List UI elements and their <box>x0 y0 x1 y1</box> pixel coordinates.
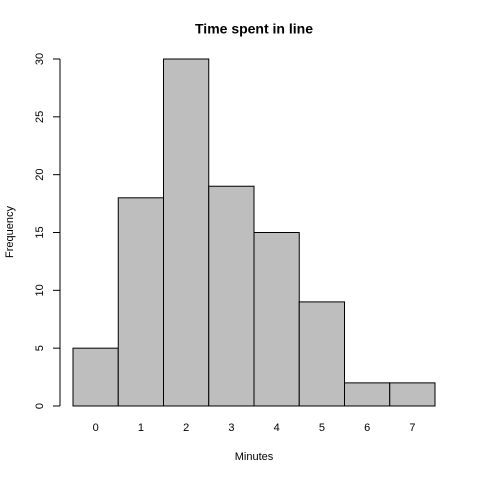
x-tick-label: 1 <box>138 422 144 434</box>
y-tick-label: 5 <box>34 345 46 351</box>
bar <box>117 197 164 407</box>
x-tick-label: 6 <box>364 422 370 434</box>
y-tick-label: 30 <box>34 53 46 65</box>
y-tick-label: 20 <box>34 169 46 181</box>
x-tick-label: 3 <box>228 422 234 434</box>
bar <box>208 185 255 407</box>
x-tick-label: 2 <box>183 422 189 434</box>
x-axis-label: Minutes <box>235 451 274 463</box>
chart-title: Time spent in line <box>195 21 313 37</box>
x-tick-label: 4 <box>274 422 280 434</box>
bar <box>389 382 436 407</box>
y-tick-label: 15 <box>34 226 46 238</box>
y-tick-label: 10 <box>34 284 46 296</box>
bar <box>163 58 210 407</box>
bar <box>72 347 119 407</box>
y-tick-label: 0 <box>34 403 46 409</box>
bar <box>298 301 345 407</box>
y-axis-label: Frequency <box>4 206 16 258</box>
x-tick-label: 5 <box>319 422 325 434</box>
x-tick-label: 0 <box>93 422 99 434</box>
x-tick-label: 7 <box>409 422 415 434</box>
bar <box>344 382 391 407</box>
bar <box>253 232 300 407</box>
y-tick-label: 25 <box>34 111 46 123</box>
